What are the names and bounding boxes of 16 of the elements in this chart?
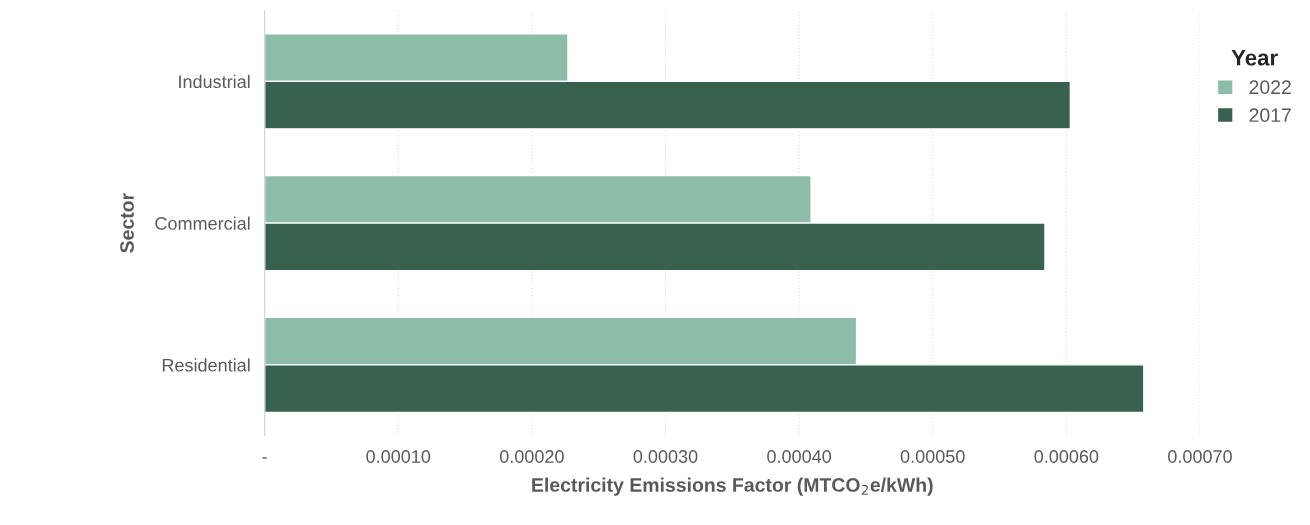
legend-label: 2017	[1249, 108, 1291, 123]
x-tick-label: -	[262, 457, 267, 459]
y-tick-label: Industrial	[179, 74, 250, 89]
y-tick-label: Residential	[162, 358, 250, 372]
legend-title: Year	[1231, 50, 1278, 66]
x-tick-label: 0.00010	[366, 450, 431, 463]
x-tick-label: 0.00070	[1168, 450, 1232, 463]
x-tick-label: 0.00060	[1034, 450, 1099, 463]
y-axis-title: Sector	[120, 193, 134, 253]
legend-label: 2022	[1249, 80, 1291, 95]
x-tick-label: 0.00020	[499, 450, 564, 463]
x-tick-label: 0.00040	[767, 450, 832, 463]
y-tick-label: Commercial	[155, 216, 250, 230]
x-tick-label: 0.00050	[900, 450, 965, 463]
x-tick-label: 0.00030	[633, 450, 698, 463]
x-axis-title: Electricity Emissions Factor (MTCO$_{2}$e/kWh)	[532, 477, 933, 496]
